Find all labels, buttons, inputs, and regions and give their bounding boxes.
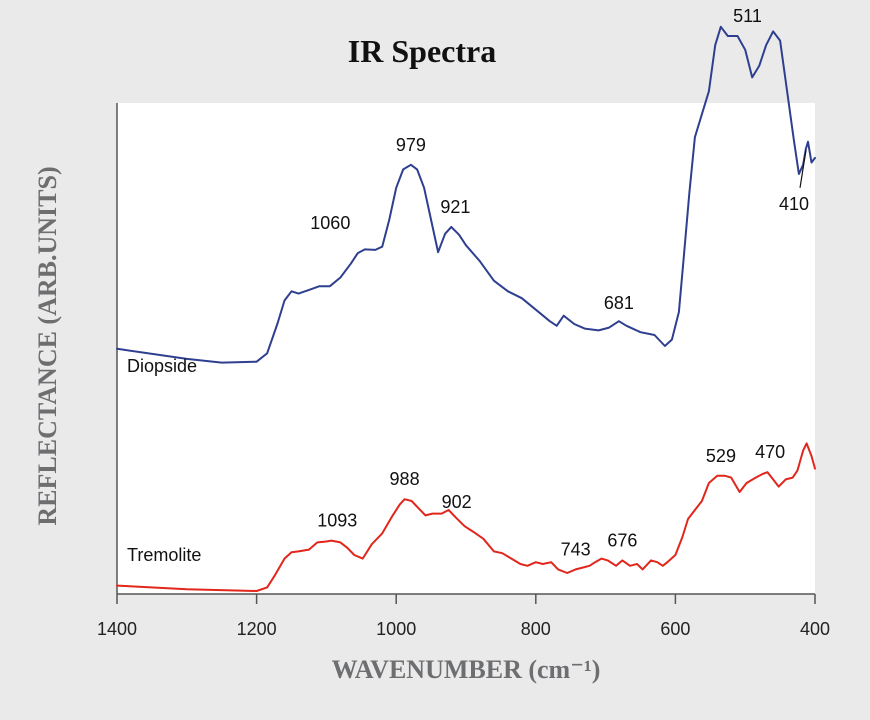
x-tick-label: 1200 <box>237 619 277 639</box>
peak-label: 681 <box>604 293 634 313</box>
x-tick-label: 600 <box>660 619 690 639</box>
tremolite-series-label: Tremolite <box>127 545 201 565</box>
diopside-spectrum-line <box>116 25 816 364</box>
peak-label: 410 <box>779 194 809 214</box>
peak-label: 902 <box>442 492 472 512</box>
spectra-series <box>116 25 816 592</box>
x-tick-label: 800 <box>521 619 551 639</box>
peak-label: 1093 <box>317 511 357 531</box>
peak-labels: Diopside 1060 979 921 681 511 410 Tremolite 1093… <box>127 6 809 565</box>
peak-label: 529 <box>706 446 736 466</box>
x-tick-label: 1400 <box>97 619 137 639</box>
peak-leader-line <box>799 149 807 188</box>
plot-area <box>117 103 815 594</box>
peak-label: 988 <box>390 469 420 489</box>
peak-label: 676 <box>607 530 637 550</box>
x-tick-label: 1000 <box>376 619 416 639</box>
peak-label: 979 <box>396 135 426 155</box>
x-axis-ticks: 1400 1200 1000 800 600 400 <box>97 594 830 639</box>
y-axis-title: REFLECTANCE (ARB.UNITS) <box>33 166 62 525</box>
chart-title: IR Spectra <box>348 33 496 69</box>
x-axis-title: WAVENUMBER (cm⁻¹) <box>332 655 601 684</box>
peak-label: 470 <box>755 442 785 462</box>
peak-label: 511 <box>733 6 762 26</box>
peak-label: 921 <box>440 197 470 217</box>
x-tick-label: 400 <box>800 619 830 639</box>
peak-label: 743 <box>561 539 591 559</box>
tremolite-spectrum-line <box>116 442 816 592</box>
diopside-series-label: Diopside <box>127 356 197 376</box>
peak-label: 1060 <box>310 213 350 233</box>
